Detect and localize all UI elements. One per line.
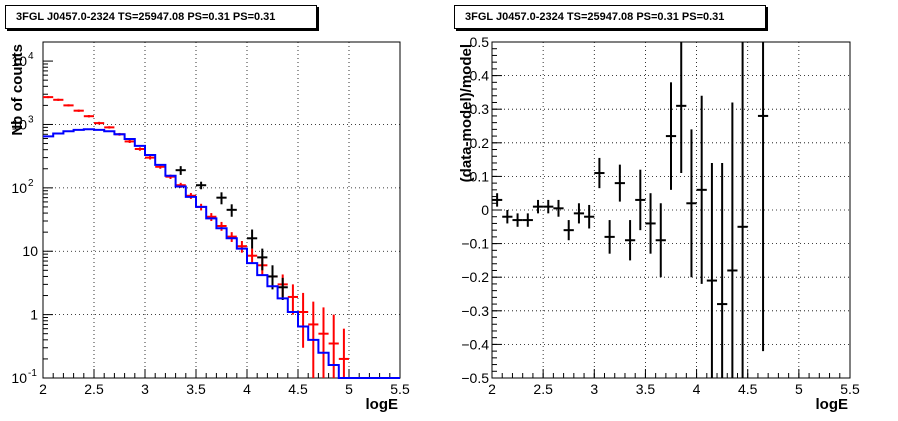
y-tick-label: −0.1 <box>461 236 489 252</box>
x-tick-label: 5.5 <box>390 381 410 397</box>
y-tick-label: −0.2 <box>461 269 489 285</box>
y-tick-label: 10 <box>11 180 27 196</box>
y-tick-label: −0.3 <box>461 303 489 319</box>
x-tick-label: 3 <box>590 381 598 397</box>
y-tick-label: 0 <box>481 202 489 218</box>
x-tick-label: 2 <box>39 381 47 397</box>
x-axis-label: logE <box>366 396 399 413</box>
x-tick-label: 3 <box>141 381 149 397</box>
y-tick-label: 10 <box>11 370 27 386</box>
y-tick-label: 0.1 <box>470 168 490 184</box>
y-tick-exponent: 3 <box>28 114 34 125</box>
x-tick-label: 2.5 <box>84 381 104 397</box>
left-plot-title: 3FGL J0457.0-2324 TS=25947.08 PS=0.31 PS… <box>5 5 317 29</box>
y-tick-exponent: 2 <box>28 178 34 189</box>
y-tick-label: 10 <box>22 243 38 259</box>
x-tick-label: 4 <box>243 381 251 397</box>
x-axis-label: logE <box>816 396 849 413</box>
y-axis-label: Nb of counts <box>9 44 26 136</box>
y-tick-label: 0.3 <box>470 101 490 117</box>
y-tick-label: 0.4 <box>470 68 490 84</box>
x-tick-label: 5.5 <box>840 381 860 397</box>
x-tick-label: 2 <box>488 381 496 397</box>
right-plot-title: 3FGL J0457.0-2324 TS=25947.08 PS=0.31 PS… <box>454 5 766 29</box>
x-tick-label: 4 <box>693 381 701 397</box>
y-tick-label: 0.5 <box>470 34 490 50</box>
x-tick-label: 3.5 <box>636 381 656 397</box>
y-tick-exponent: -1 <box>28 368 37 379</box>
y-tick-label: 10 <box>11 116 27 132</box>
x-tick-label: 4.5 <box>738 381 758 397</box>
y-tick-label: 10 <box>11 53 27 69</box>
y-tick-exponent: 4 <box>28 51 34 62</box>
y-tick-label: 0.2 <box>470 135 490 151</box>
y-tick-label: −0.4 <box>461 336 489 352</box>
x-tick-label: 4.5 <box>288 381 308 397</box>
x-tick-label: 5 <box>345 381 353 397</box>
model-step-line <box>43 128 400 379</box>
y-tick-label: 1 <box>30 307 38 323</box>
x-tick-label: 5 <box>795 381 803 397</box>
y-tick-label: −0.5 <box>461 370 489 386</box>
plot-frame <box>42 41 401 379</box>
residuals-chart: 2 2.5 3 3.5 4 4.5 5 5.5 −0.5 −0.4 −0.3 −0.2 −0.1 0 0.1… <box>458 34 860 413</box>
x-tick-label: 3.5 <box>186 381 206 397</box>
y-axis-label: (data-model)/model <box>458 44 475 182</box>
x-tick-label: 2.5 <box>533 381 553 397</box>
